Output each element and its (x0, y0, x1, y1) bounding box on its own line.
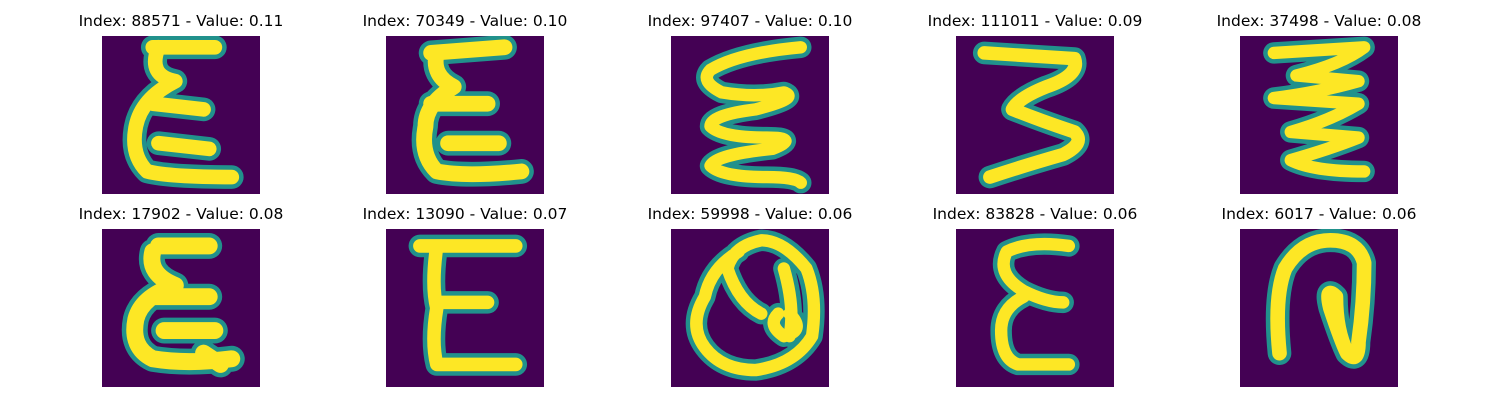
panel-title: Index: 6017 - Value: 0.06 (1221, 205, 1417, 223)
grid-panel: Index: 111011 - Value: 0.09 (915, 12, 1155, 202)
grid-panel: Index: 13090 - Value: 0.07 (345, 205, 585, 395)
panel-title: Index: 97407 - Value: 0.10 (647, 12, 853, 30)
digit-image (1240, 36, 1398, 194)
grid-panel: Index: 6017 - Value: 0.06 (1199, 205, 1439, 395)
panel-title: Index: 59998 - Value: 0.06 (647, 205, 853, 223)
digit-image (102, 229, 260, 387)
grid-panel: Index: 59998 - Value: 0.06 (630, 205, 870, 395)
panel-title: Index: 17902 - Value: 0.08 (78, 205, 284, 223)
digit-image (1240, 229, 1398, 387)
grid-panel: Index: 97407 - Value: 0.10 (630, 12, 870, 202)
grid-panel: Index: 70349 - Value: 0.10 (345, 12, 585, 202)
digit-image (102, 36, 260, 194)
digit-image (386, 36, 544, 194)
digit-image (671, 229, 829, 387)
panel-title: Index: 70349 - Value: 0.10 (362, 12, 568, 30)
digit-image (956, 229, 1114, 387)
digit-image (671, 36, 829, 194)
grid-panel: Index: 88571 - Value: 0.11 (61, 12, 301, 202)
panel-title: Index: 111011 - Value: 0.09 (927, 12, 1143, 30)
panel-title: Index: 13090 - Value: 0.07 (362, 205, 568, 223)
panel-title: Index: 37498 - Value: 0.08 (1216, 12, 1422, 30)
digit-image (386, 229, 544, 387)
digit-image (956, 36, 1114, 194)
grid-panel: Index: 17902 - Value: 0.08 (61, 205, 301, 395)
panel-title: Index: 83828 - Value: 0.06 (932, 205, 1138, 223)
grid-panel: Index: 83828 - Value: 0.06 (915, 205, 1155, 395)
panel-title: Index: 88571 - Value: 0.11 (78, 12, 284, 30)
grid-panel: Index: 37498 - Value: 0.08 (1199, 12, 1439, 202)
